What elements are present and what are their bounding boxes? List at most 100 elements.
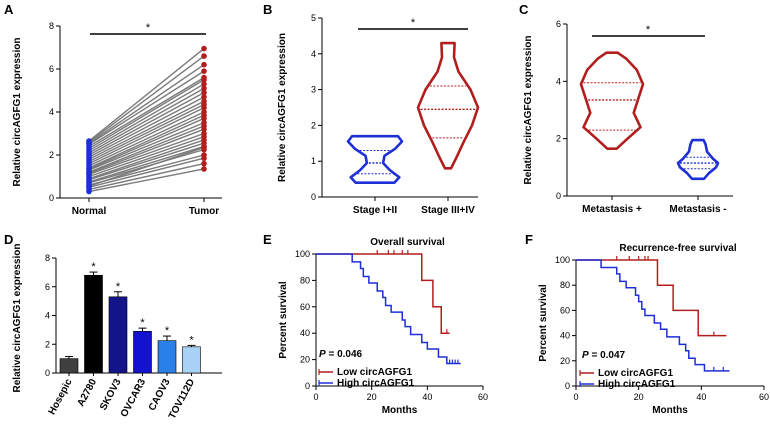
panel-b-y-axis-title: Relative circAGFG1 expression (277, 33, 288, 182)
panel-e-letter: E (263, 232, 272, 247)
panel-a-normal-point (86, 138, 92, 144)
panel-a-pair-line (88, 168, 205, 193)
panel-c-y-axis-title: Relative circAGFG1 expression (523, 36, 534, 185)
panel-b-y-tick-label: 4 (311, 49, 316, 59)
panel-f-km-curve-low (576, 259, 727, 337)
panel-a-pair-line (88, 70, 205, 145)
panel-e-p-value: P = 0.046 (319, 349, 363, 360)
panel-a-pair-line (88, 96, 205, 158)
panel-f-x-tick-label: 0 (573, 392, 578, 402)
panel-d-significance-star: * (140, 317, 145, 329)
panel-d-x-tick-label: A2780 (76, 377, 100, 409)
panel-d-x-tick-label: CAOV3 (147, 377, 173, 413)
panel-a-y-tick-label: 8 (49, 21, 54, 31)
panel-b-x-tick-label: Stage I+II (353, 205, 397, 216)
panel-e-y-axis-title: Percent survival (278, 281, 289, 358)
panel-b-y-tick-label: 0 (311, 192, 316, 202)
panel-e-legend-label: High circAGFG1 (337, 378, 415, 389)
panel-a: 0 2 4 6 8 Normal Tumor Relative circAGFG1 expre… (12, 21, 222, 217)
panel-a-pair-line (88, 55, 205, 143)
panel-a-tumor-point (201, 53, 207, 59)
panel-f-letter: F (525, 232, 533, 247)
panel-d-bar (59, 358, 79, 374)
panel-c-x-tick-label: Metastasis - (669, 204, 726, 215)
panel-b-x-tick-label: Stage III+IV (421, 205, 475, 216)
panel-e-p-value-symbol: P (319, 349, 326, 360)
panel-d-y-tick-label: 8 (45, 253, 50, 263)
panel-a-pair-line (88, 114, 205, 169)
panel-d-significance-star: * (189, 334, 194, 346)
panel-b-y-tick-label: 5 (311, 13, 316, 23)
panel-a-y-tick-label: 2 (49, 150, 54, 160)
panel-a-tumor-point (201, 74, 207, 81)
panel-e: 0 20 40 60 80 100 0 20 40 60 Months Percent surviva… (278, 237, 488, 416)
panel-f-p-value-symbol: P (582, 350, 589, 361)
panel-a-tumor-point (201, 130, 207, 137)
panel-a-y-tick-label: 4 (49, 107, 54, 117)
panel-d-x-tick-label: Hosepic (47, 377, 75, 417)
panel-a-tumor-point (201, 109, 207, 115)
panel-e-legend-label: Low circAGFG1 (337, 367, 412, 378)
panel-f-y-tick-label: 80 (560, 280, 570, 290)
panel-a-pair-line (88, 136, 205, 178)
panel-c-letter: C (519, 2, 529, 17)
panel-f-legend-label: High circAGFG1 (598, 379, 676, 390)
panel-f-p-value: P = 0.047 (582, 350, 626, 361)
panel-e-y-tick-label: 60 (300, 302, 310, 312)
panel-a-pair-line (88, 64, 205, 144)
panel-f-km-curve-high (576, 259, 730, 372)
panel-f-y-tick-label: 60 (560, 305, 570, 315)
panel-d-significance-star: * (165, 325, 170, 337)
panel-f-y-tick-label: 0 (565, 381, 570, 391)
panel-c: 0 2 4 6 Metastasis + Metastasis - Relative cir… (523, 19, 733, 215)
panel-a-tumor-point (201, 81, 207, 87)
panel-f-x-tick-label: 60 (759, 392, 769, 402)
panel-a-tumor-point (201, 144, 207, 151)
panel-e-km-curve-low (316, 253, 450, 334)
panel-e-x-tick-label: 40 (422, 392, 432, 402)
panel-d-y-tick-label: 2 (45, 339, 50, 349)
panel-d-bar (108, 296, 128, 374)
panel-a-tumor-point (201, 94, 207, 100)
panel-a-tumor-point (201, 61, 207, 68)
panel-a-tumor-point (201, 98, 207, 105)
panel-b: 0 1 2 3 4 5 Stage I+II Stage III+IV Relative cir… (277, 13, 480, 216)
panel-d-significance-star: * (91, 261, 96, 273)
panel-b-significance-star: * (411, 17, 416, 29)
panel-a-pair-line (88, 87, 205, 154)
panel-a-pair-line (88, 107, 205, 165)
panel-f-y-tick-label: 20 (560, 356, 570, 366)
panel-d-bar (84, 274, 103, 374)
panel-a-pair-line (88, 139, 205, 180)
panel-a-pair-line (88, 92, 205, 156)
panel-a-x-tick-label: Normal (72, 206, 107, 217)
panel-a-pair-line (88, 125, 205, 173)
panel-e-y-tick-label: 40 (300, 328, 310, 338)
panel-d-bar (157, 340, 177, 374)
panel-a-pair-line (88, 157, 205, 188)
panel-e-x-tick-label: 60 (478, 392, 488, 402)
panel-f-title: Recurrence-free survival (619, 243, 737, 254)
panel-b-y-tick-label: 2 (311, 120, 316, 130)
panel-e-y-tick-label: 0 (305, 381, 310, 391)
panel-c-significance-star: * (646, 24, 651, 36)
panel-d-letter: D (4, 232, 13, 247)
panel-f-x-tick-label: 20 (634, 392, 644, 402)
panel-a-tumor-point (201, 160, 207, 167)
panel-b-y-tick-label: 1 (311, 156, 316, 166)
panel-e-km-curve-high (316, 253, 461, 365)
panel-a-tumor-point (201, 166, 207, 172)
panel-e-x-tick-label: 20 (367, 392, 377, 402)
panel-f: 0 20 40 60 80 100 0 20 40 60 Months Percent surviva… (538, 243, 769, 416)
panel-a-tumor-point (201, 119, 207, 126)
panel-a-pair-line (88, 48, 205, 142)
panel-e-p-value-text: = 0.046 (326, 349, 363, 360)
panel-a-pair-line (88, 142, 205, 181)
panel-a-pair-line (88, 103, 205, 163)
panel-d-y-tick-label: 4 (45, 311, 50, 321)
panel-a-pair-line (88, 76, 205, 148)
panel-d-y-tick-label: 0 (45, 368, 50, 378)
panel-f-p-value-text: = 0.047 (589, 350, 626, 361)
panel-a-pair-line (88, 145, 205, 183)
